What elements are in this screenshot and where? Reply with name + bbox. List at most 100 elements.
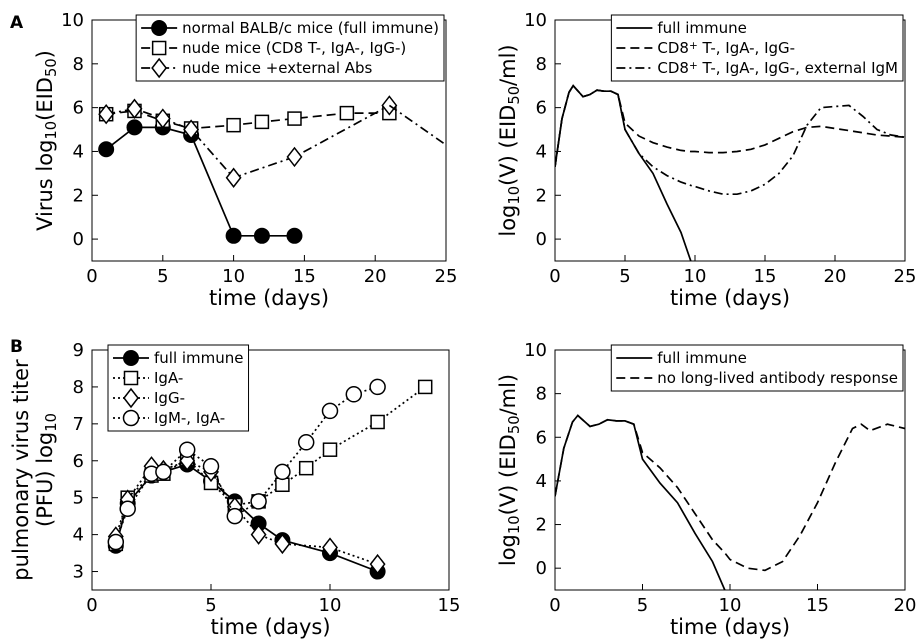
marker	[297, 434, 315, 451]
x-tick-label: 0	[549, 266, 560, 287]
x-tick-label: 5	[619, 266, 630, 287]
x-tick-label: 15	[806, 595, 829, 616]
subscript: 50	[43, 58, 60, 77]
marker	[126, 98, 143, 119]
y-tick-label: 0	[536, 558, 547, 579]
legend-label: no long-lived antibody response	[657, 369, 898, 387]
legend-label: IgG-	[154, 389, 185, 407]
marker	[275, 477, 290, 493]
marker	[122, 409, 140, 427]
marker	[321, 402, 339, 420]
y-tick-label: 6	[73, 451, 84, 472]
x-tick-label: 15	[754, 266, 777, 287]
marker	[225, 227, 242, 244]
y-tick-label: 4	[73, 525, 84, 546]
legend-label: CD8+ T-, IgA-, IgG-, external IgM	[657, 59, 898, 77]
text-part: (V) (EID	[496, 434, 520, 515]
text-part: CD8	[657, 59, 689, 77]
subscript: 10	[43, 121, 60, 140]
y-tick-label: 0	[73, 229, 84, 250]
legend-label: CD8+ T-, IgA-, IgG-	[657, 39, 795, 57]
marker	[151, 57, 168, 79]
legend: normal BALB/c mice (full immune) nude mic…	[135, 14, 445, 82]
panel-label: A	[10, 13, 24, 33]
legend-label: nude mice (CD8 T-, IgA-, IgG-)	[182, 39, 406, 57]
y-tick-label: 9	[73, 340, 84, 361]
series-line	[555, 84, 905, 167]
subscript: 50	[506, 86, 523, 105]
x-tick-label: 5	[637, 595, 648, 616]
text-part: T-, IgA-, IgG-	[698, 39, 795, 57]
marker	[123, 387, 139, 409]
marker	[417, 379, 433, 395]
series-line	[114, 459, 378, 566]
marker	[250, 524, 267, 545]
y-tick-label: 2	[73, 185, 84, 206]
legend-label: normal BALB/c mice (full immune)	[182, 19, 439, 37]
legend-label: IgA-	[154, 369, 183, 387]
marker	[286, 227, 303, 244]
y-axis-label: log10(V) (EID50/ml)	[496, 374, 523, 566]
legend-frame	[135, 14, 445, 82]
axes-frame	[91, 349, 450, 591]
superscript: +	[689, 60, 698, 72]
text-part: (PFU) log	[33, 432, 57, 527]
marker	[183, 119, 200, 140]
panel: 0 5 10 15 3 4 5 6 7 8 9 time (days) pulmonary virus …	[9, 340, 460, 639]
superscript: +	[689, 40, 698, 52]
legend-frame	[610, 14, 904, 82]
marker	[126, 119, 143, 136]
text-part: log	[496, 534, 520, 566]
x-tick-label: 20	[894, 595, 917, 616]
text-part: /ml)	[496, 44, 520, 86]
x-tick-label: 10	[222, 266, 245, 287]
subscript: 10	[506, 515, 523, 534]
text-part: (EID	[33, 77, 57, 121]
marker	[254, 114, 270, 130]
text-part: )	[33, 50, 57, 58]
marker	[339, 105, 355, 121]
subscript: 10	[43, 413, 60, 432]
marker	[226, 117, 241, 133]
x-axis-label: time (days)	[209, 286, 329, 310]
series-line	[555, 414, 726, 590]
y-axis-label: log10(V) (EID50/ml)	[496, 44, 523, 236]
marker	[286, 146, 303, 168]
text-part: log	[496, 205, 520, 237]
marker	[151, 40, 167, 56]
marker	[178, 441, 196, 458]
marker	[381, 95, 398, 116]
y-axis-label: pulmonary virus titer	[9, 359, 33, 581]
y-tick-label: 3	[73, 562, 84, 583]
x-tick-label: 15	[438, 595, 461, 616]
x-tick-label: 5	[157, 266, 168, 287]
marker	[274, 533, 291, 555]
series-line	[388, 104, 446, 146]
y-tick-label: 8	[536, 384, 547, 405]
y-axis-label: (PFU) log10	[33, 413, 60, 527]
marker	[98, 103, 115, 125]
y-tick-label: 6	[536, 427, 547, 448]
text-part: CD8	[657, 39, 689, 57]
x-axis-label: time (days)	[670, 286, 790, 310]
y-tick-label: 4	[73, 141, 84, 162]
legend-label: IgM-, IgA-	[154, 409, 225, 427]
marker	[179, 450, 196, 471]
marker	[369, 378, 386, 396]
marker	[226, 507, 244, 525]
subscript: 10	[506, 186, 523, 205]
x-tick-label: 0	[86, 595, 97, 616]
y-tick-label: 4	[536, 141, 547, 162]
marker	[155, 463, 172, 481]
marker	[370, 414, 385, 430]
y-tick-label: 10	[61, 10, 84, 31]
x-tick-label: 10	[719, 595, 742, 616]
y-tick-label: 5	[73, 488, 84, 509]
y-tick-label: 0	[536, 229, 547, 250]
marker	[253, 227, 270, 244]
series-line	[555, 84, 905, 196]
legend-label: full immune	[657, 19, 747, 37]
marker	[202, 458, 220, 475]
